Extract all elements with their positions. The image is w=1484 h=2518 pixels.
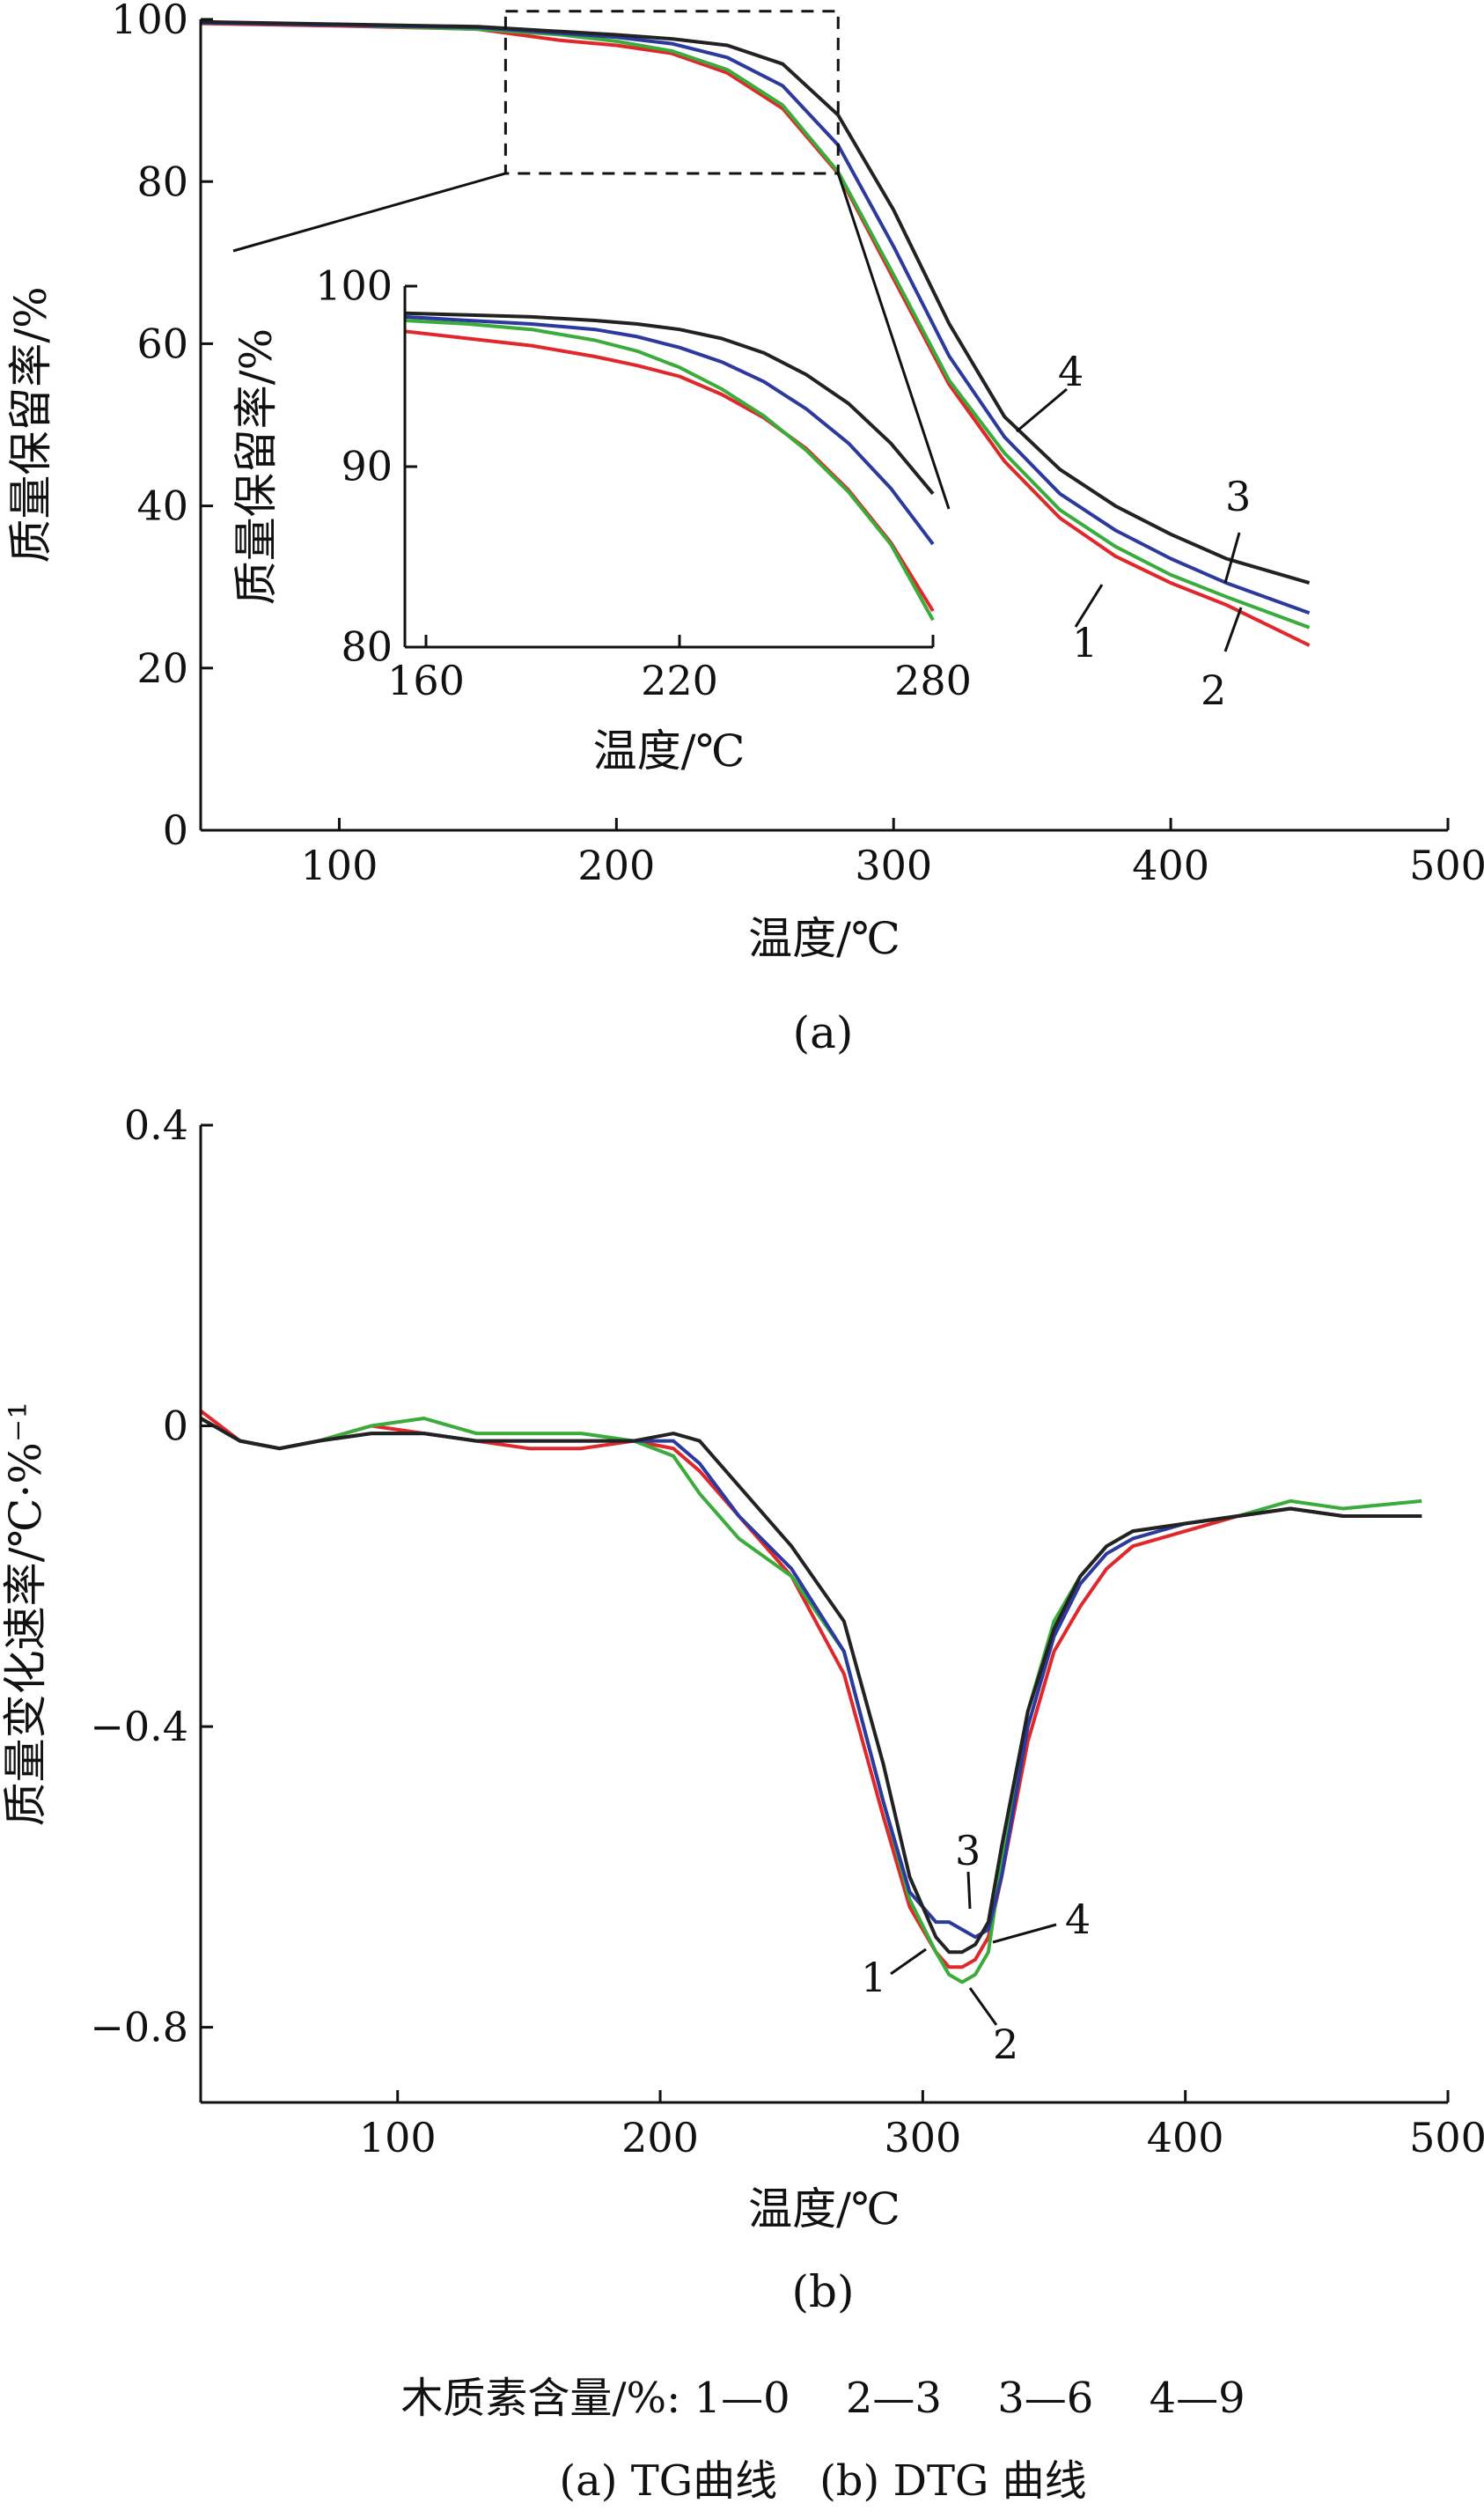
tg-label-1: 1 [1072, 619, 1098, 666]
dtg-leader-2 [968, 1987, 998, 2026]
figure-caption: (a) TG曲线 (b) DTG 曲线 [559, 2456, 1086, 2506]
dtg-axes: 100 200 300 400 500 0.4 0 −0.4 −0.8 温度/℃ 质量变化速率/℃·… [0, 1101, 1484, 2235]
tg-y-tick-label: 100 [111, 0, 188, 43]
inset-x-tick-label: 160 [387, 657, 465, 704]
tg-x-tick-label: 500 [1409, 842, 1484, 889]
tg-y-tick-label: 20 [136, 644, 188, 692]
dtg-leader-1 [890, 1947, 927, 1976]
tg-label-3: 3 [1225, 473, 1251, 520]
tg-curves [200, 19, 1311, 647]
dtg-series-4 [200, 1417, 1422, 1955]
inset-y-tick-label: 90 [341, 442, 393, 490]
tg-x-axis-label: 温度/℃ [748, 913, 900, 964]
dtg-chart: 100 200 300 400 500 0.4 0 −0.4 −0.8 温度/℃ 质量变化速率/℃·… [0, 1101, 1484, 2317]
inset-series-2 [404, 319, 935, 622]
dtg-x-tick-label: 500 [1409, 2114, 1484, 2161]
dtg-curves [199, 1409, 1422, 1984]
tg-x-tick-label: 100 [301, 842, 378, 889]
inset-axes: 160 220 280 80 90 100 温度/℃ 质量保留率/% [231, 261, 972, 777]
tg-leader-4 [1016, 387, 1068, 433]
zoom-box [503, 10, 840, 175]
inset-x-tick-label: 280 [894, 657, 972, 704]
dtg-x-tick-label: 400 [1147, 2114, 1224, 2161]
dtg-x-tick-label: 200 [621, 2114, 699, 2161]
tg-y-tick-label: 40 [136, 482, 188, 530]
dtg-y-tick-label: −0.4 [90, 1703, 188, 1750]
tg-series-3 [200, 20, 1311, 615]
inset-x-tick-label: 220 [641, 657, 718, 704]
tg-y-tick-label: 0 [163, 806, 188, 854]
inset-series-1 [404, 329, 935, 613]
inset-x-axis-label: 温度/℃ [593, 725, 746, 777]
tg-leader-2 [1223, 607, 1243, 652]
inset-y-tick-label: 80 [341, 622, 393, 670]
tg-leader-1 [1074, 584, 1104, 628]
tg-chart: 100 200 300 400 500 0 20 40 60 80 100 温度/℃ 质量保留率/% 1… [5, 0, 1484, 1058]
dtg-leader-3 [966, 1871, 972, 1910]
tg-leader-3 [1223, 532, 1241, 584]
dtg-leader-4 [992, 1923, 1057, 1944]
dtg-label-4: 4 [1065, 1896, 1091, 1943]
dtg-series-2 [200, 1417, 1422, 1984]
tg-label-2: 2 [1201, 666, 1226, 714]
dtg-y-tick-label: 0 [163, 1403, 188, 1450]
dtg-y-tick-label: −0.8 [90, 2004, 188, 2051]
panel-label-b: (b) [791, 2266, 854, 2317]
tg-series-1 [200, 21, 1311, 647]
dtg-label-1: 1 [861, 1954, 886, 2001]
inset-series-4 [404, 311, 935, 496]
tg-series-4 [200, 19, 1311, 585]
dtg-x-tick-label: 100 [359, 2114, 437, 2161]
inset-y-tick-label: 100 [315, 261, 393, 309]
dtg-label-2: 2 [993, 2021, 1018, 2068]
panel-label-a: (a) [793, 1007, 854, 1058]
dtg-x-axis-label: 温度/℃ [748, 2183, 900, 2235]
inset-series-3 [404, 314, 935, 546]
tg-x-tick-label: 200 [577, 842, 655, 889]
dtg-series-3 [200, 1417, 1422, 1940]
inset-y-axis-label: 质量保留率/% [231, 328, 282, 605]
tg-y-tick-label: 60 [136, 320, 188, 368]
tg-x-tick-label: 400 [1132, 842, 1209, 889]
tg-y-tick-label: 80 [136, 158, 188, 205]
inset-curves [404, 311, 935, 622]
tg-axes: 100 200 300 400 500 0 20 40 60 80 100 温度/℃ 质量保留率/% [5, 0, 1484, 964]
legend-text: 木质素含量/%: 1—0 2—3 3—6 4—9 [400, 2374, 1245, 2423]
dtg-series-1 [199, 1409, 1422, 1969]
zoom-connector-left [232, 172, 506, 253]
tg-y-axis-label: 质量保留率/% [5, 286, 56, 563]
dtg-x-tick-label: 300 [884, 2114, 961, 2161]
tg-series-2 [200, 20, 1311, 630]
dtg-y-axis-label: 质量变化速率/℃·%⁻¹ [0, 1402, 51, 1827]
tg-label-4: 4 [1058, 348, 1084, 395]
tg-x-tick-label: 300 [855, 842, 932, 889]
dtg-label-3: 3 [955, 1827, 981, 1874]
dtg-y-tick-label: 0.4 [124, 1101, 188, 1149]
zoom-connector-right [836, 173, 951, 510]
